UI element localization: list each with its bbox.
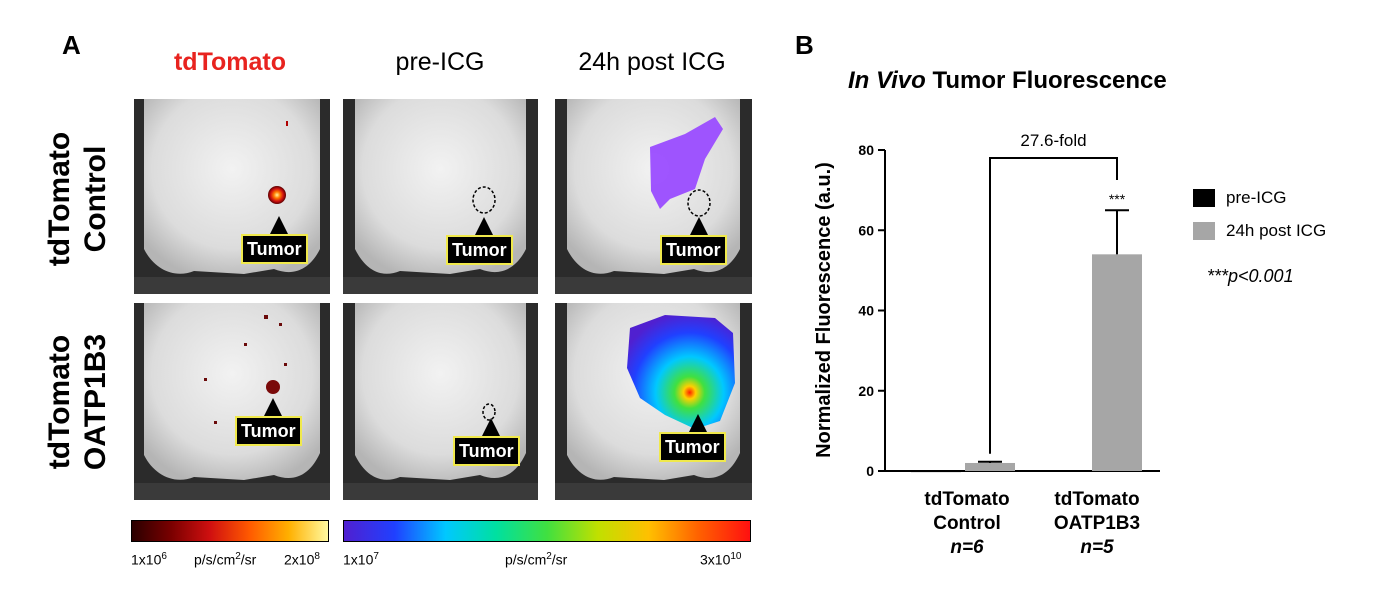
icg-colorbar-unit: p/s/cm2/sr (505, 551, 568, 568)
image-oatp1b3-tdtomato (134, 303, 330, 500)
tumor-label: Tumor (660, 235, 727, 265)
tumor-arrow (270, 216, 288, 234)
column-header-24h-post-icg: 24h post ICG (578, 48, 726, 76)
icg-colorbar (343, 520, 751, 542)
bar-chart: Normalized Fluorescence (a.u.) 0 20 40 60 80… (813, 131, 1160, 479)
tumor-label: Tumor (235, 416, 302, 446)
tumor-arrow (475, 217, 493, 235)
column-header-pre-icg: pre-ICG (395, 48, 485, 76)
image-oatp1b3-24h-post-icg (555, 303, 752, 500)
group-label-oatp1b3-line1: tdTomato (1054, 489, 1140, 510)
y-tick-label: 80 (858, 142, 874, 158)
bar-pre-icg (1038, 470, 1088, 472)
tumor-arrow (689, 414, 707, 432)
row-header-control-line1: tdTomato (43, 131, 76, 267)
mouse-silhouette (134, 303, 330, 500)
tumor-label: Tumor (659, 432, 726, 462)
group-label-control-line2: Control (933, 513, 1001, 534)
group-label-oatp1b3: tdTomato OATP1B3 n=5 (1032, 488, 1162, 560)
bar-24h-post-icg (1092, 254, 1142, 471)
chart-title-italic: In Vivo (848, 67, 926, 94)
tdtomato-colorbar-max: 2x108 (284, 551, 320, 568)
bar-24h-post-icg (965, 462, 1015, 471)
tumor-label: Tumor (446, 235, 513, 265)
tumor-arrow (482, 418, 500, 436)
y-tick-label: 20 (858, 383, 874, 399)
chart-title: In Vivo Tumor Fluorescence (848, 67, 1167, 95)
y-axis-label: Normalized Fluorescence (a.u.) (813, 162, 835, 458)
group-label-oatp1b3-n: n=5 (1080, 537, 1114, 558)
column-header-tdtomato: tdTomato (173, 48, 286, 76)
bar-pre-icg (911, 470, 961, 473)
y-tick-label: 40 (858, 303, 874, 319)
image-control-tdtomato (134, 99, 330, 294)
significance-bracket (989, 157, 1118, 454)
tumor-label: Tumor (453, 436, 520, 466)
panel-b-letter: B (795, 30, 814, 60)
group-label-control-n: n=6 (950, 537, 984, 558)
icg-colorbar-min: 1x107 (343, 551, 379, 568)
chart-title-rest: Tumor Fluorescence (925, 67, 1167, 94)
row-header-control-line2: Control (79, 145, 112, 253)
tdtomato-colorbar (131, 520, 329, 542)
row-header-oatp1b3-line1: tdTomato (43, 334, 76, 470)
legend-swatch-24h-post-icg (1193, 222, 1215, 240)
significance-stars: *** (1109, 191, 1126, 207)
group-label-oatp1b3-line2: OATP1B3 (1053, 513, 1141, 534)
group-label-control: tdTomato Control n=6 (902, 488, 1032, 560)
tdtomato-colorbar-unit: p/s/cm2/sr (194, 551, 257, 568)
tumor-label: Tumor (241, 234, 308, 264)
image-oatp1b3-pre-icg (343, 303, 538, 500)
mouse-silhouette (134, 99, 330, 294)
y-tick-label: 0 (866, 463, 874, 479)
legend-label-pre-icg: pre-ICG (1226, 188, 1287, 207)
fold-change-label: 27.6-fold (1020, 131, 1086, 150)
tumor-arrow (264, 398, 282, 416)
y-tick-label: 60 (858, 222, 874, 238)
tdtomato-colorbar-min: 1x106 (131, 551, 167, 568)
row-header-oatp1b3-line2: OATP1B3 (79, 333, 112, 471)
tumor-arrow (690, 217, 708, 235)
legend-label-24h-post-icg: 24h post ICG (1226, 221, 1327, 240)
icg-colorbar-max: 3x1010 (700, 551, 742, 568)
mouse-silhouette (343, 303, 538, 500)
mouse-silhouette (555, 303, 752, 500)
legend-swatch-pre-icg (1193, 189, 1215, 207)
group-label-control-line1: tdTomato (924, 489, 1010, 510)
significance-note: ***p<0.001 (1207, 266, 1294, 286)
panel-a-letter: A (62, 30, 81, 60)
